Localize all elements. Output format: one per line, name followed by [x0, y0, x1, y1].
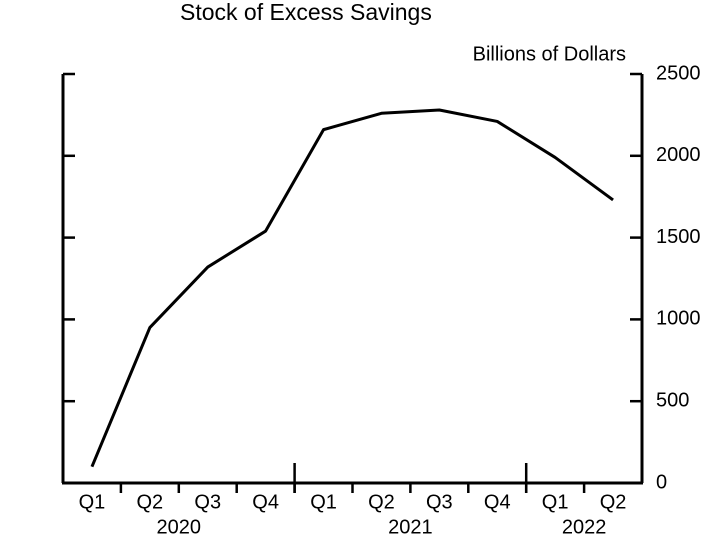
x-group-label: 2022 [562, 516, 607, 538]
x-tick-label: Q4 [484, 491, 511, 513]
y-tick-label: 500 [656, 389, 689, 411]
x-tick-label: Q2 [368, 491, 395, 513]
x-tick-label: Q2 [137, 491, 164, 513]
y-tick-label: 0 [656, 471, 667, 493]
y-tick-label: 2500 [656, 62, 701, 84]
y-axis-label: Billions of Dollars [473, 43, 626, 65]
x-tick-label: Q2 [600, 491, 627, 513]
x-tick-label: Q3 [426, 491, 453, 513]
chart-title: Stock of Excess Savings [180, 0, 432, 25]
y-tick-label: 2000 [656, 144, 701, 166]
x-tick-label: Q1 [310, 491, 337, 513]
y-tick-label: 1500 [656, 226, 701, 248]
line [90, 108, 614, 468]
y-tick-label: 1000 [656, 308, 701, 330]
x-tick-label: Q1 [542, 491, 569, 513]
x-group-label: 2021 [388, 516, 433, 538]
x-group-label: 2020 [157, 516, 202, 538]
x-tick-label: Q4 [252, 491, 279, 513]
x-tick-label: Q1 [79, 491, 106, 513]
x-tick-label: Q3 [194, 491, 221, 513]
